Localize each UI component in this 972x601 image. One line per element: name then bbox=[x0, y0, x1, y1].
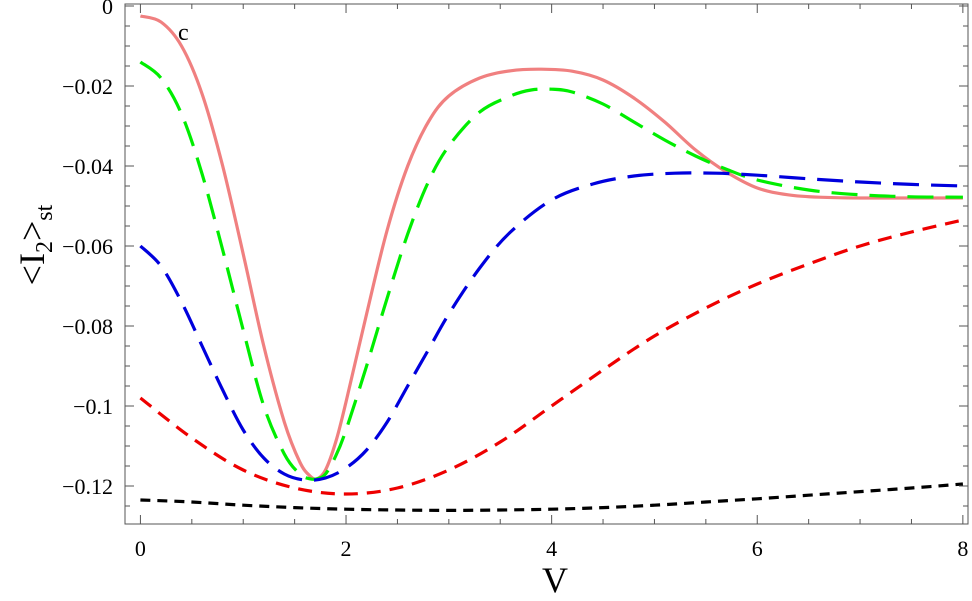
tick-labels-layer: 0 2 4 6 8 0 −0.02 −0.04 −0.06 −0.08 −0.1 −0.12 bbox=[62, 0, 968, 561]
series-line-3 bbox=[139, 171, 963, 482]
x-tick-label: 4 bbox=[546, 536, 557, 561]
series-line-1 bbox=[139, 14, 963, 481]
x-axis-title: V bbox=[542, 560, 568, 600]
series-layer bbox=[139, 14, 964, 512]
y-tick-label: −0.04 bbox=[62, 154, 113, 179]
ticks-layer bbox=[125, 4, 968, 524]
y-tick-label: −0.06 bbox=[62, 234, 113, 259]
series-line-2 bbox=[139, 60, 963, 481]
plot-frame bbox=[124, 3, 969, 525]
panel-label: c bbox=[178, 20, 189, 46]
y-tick-label: −0.12 bbox=[62, 474, 113, 499]
y-axis-title: <I2>st bbox=[12, 204, 58, 285]
y-axis-title-sub: 2 bbox=[32, 241, 58, 253]
series-line-4 bbox=[139, 218, 964, 496]
y-tick-label: −0.02 bbox=[62, 74, 113, 99]
x-tick-label: 8 bbox=[957, 536, 968, 561]
x-tick-label: 6 bbox=[752, 536, 763, 561]
y-tick-label: 0 bbox=[102, 0, 113, 19]
y-axis-title-close: > bbox=[12, 221, 52, 241]
y-tick-label: −0.1 bbox=[73, 394, 113, 419]
y-tick-label: −0.08 bbox=[62, 314, 113, 339]
y-axis-title-main: <I bbox=[12, 253, 52, 285]
y-axis-title-sub2: st bbox=[32, 204, 58, 220]
x-tick-label: 0 bbox=[135, 536, 146, 561]
x-tick-label: 2 bbox=[341, 536, 352, 561]
series-line-5 bbox=[140, 482, 964, 512]
